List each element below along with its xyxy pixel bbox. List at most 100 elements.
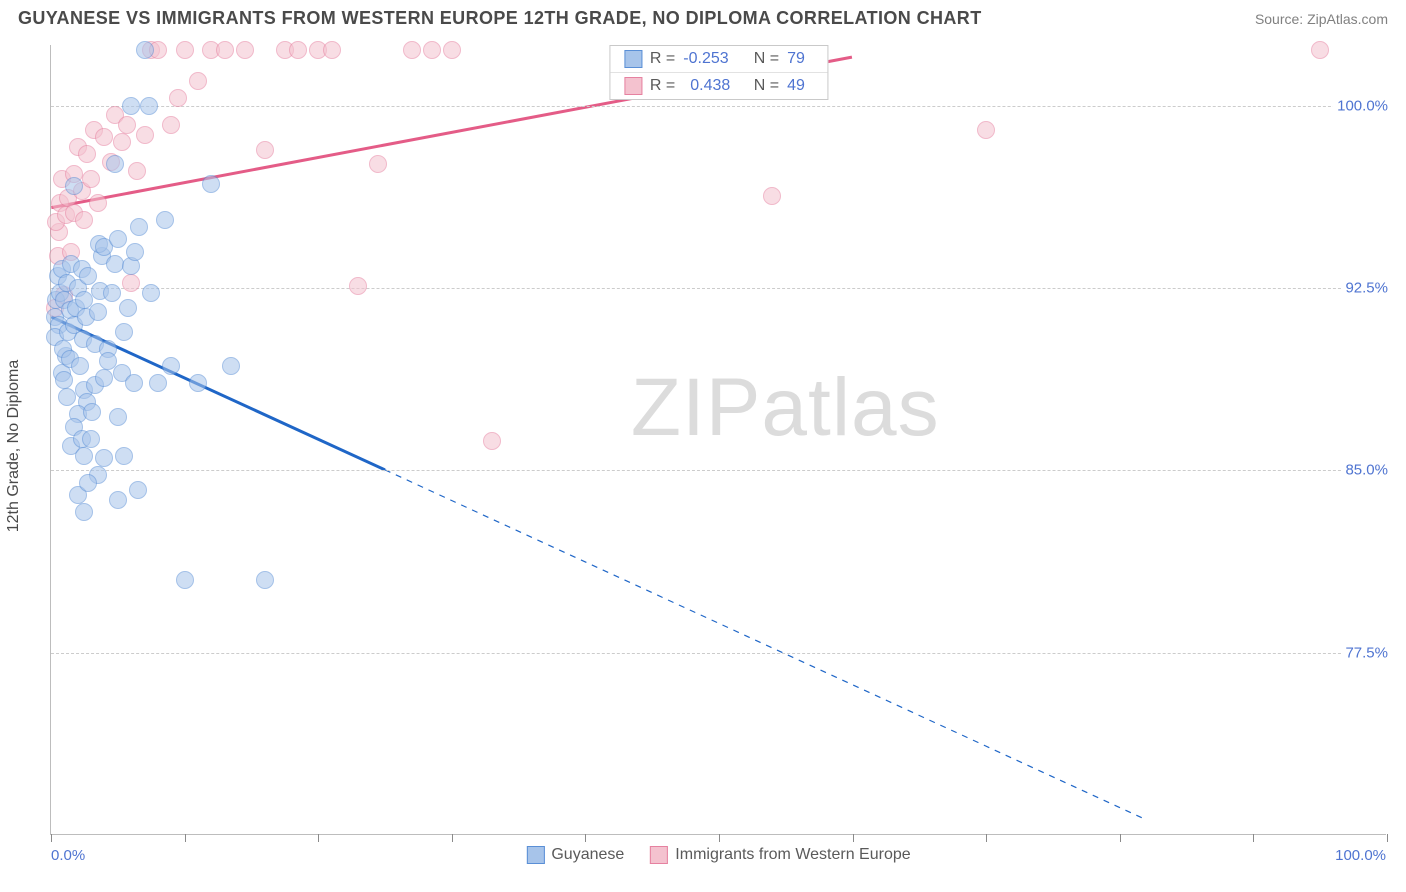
point-blue — [129, 481, 147, 499]
x-tick — [986, 834, 987, 842]
legend-label-blue: Guyanese — [551, 846, 624, 864]
point-blue — [156, 211, 174, 229]
point-blue — [109, 491, 127, 509]
point-pink — [1311, 41, 1329, 59]
point-blue — [140, 97, 158, 115]
point-pink — [977, 121, 995, 139]
corr-r-label: R = — [650, 77, 675, 95]
gridline-h — [51, 470, 1386, 471]
point-pink — [323, 41, 341, 59]
point-pink — [122, 274, 140, 292]
corr-n-label: N = — [749, 77, 779, 95]
point-pink — [75, 211, 93, 229]
y-tick-label: 92.5% — [1341, 280, 1388, 297]
point-blue — [202, 175, 220, 193]
point-blue — [125, 374, 143, 392]
point-blue — [222, 357, 240, 375]
x-tick — [51, 834, 52, 842]
point-pink — [443, 41, 461, 59]
watermark-rest: atlas — [761, 362, 939, 453]
point-blue — [142, 284, 160, 302]
point-pink — [423, 41, 441, 59]
point-pink — [483, 432, 501, 450]
swatch-pink — [624, 77, 642, 95]
point-blue — [115, 323, 133, 341]
point-blue — [75, 447, 93, 465]
x-tick — [1387, 834, 1388, 842]
corr-r-blue: -0.253 — [683, 50, 741, 68]
x-tick — [585, 834, 586, 842]
point-blue — [58, 388, 76, 406]
point-blue — [109, 230, 127, 248]
swatch-blue — [526, 846, 544, 864]
point-blue — [109, 408, 127, 426]
x-tick — [853, 834, 854, 842]
point-pink — [176, 41, 194, 59]
point-pink — [162, 116, 180, 134]
y-tick-label: 100.0% — [1333, 97, 1388, 114]
y-axis-label: 12th Grade, No Diploma — [5, 360, 23, 533]
chart-title: GUYANESE VS IMMIGRANTS FROM WESTERN EURO… — [18, 8, 982, 29]
point-blue — [71, 357, 89, 375]
corr-r-pink: 0.438 — [683, 77, 741, 95]
point-blue — [126, 243, 144, 261]
legend-item-blue: Guyanese — [526, 846, 624, 864]
point-pink — [236, 41, 254, 59]
point-blue — [55, 371, 73, 389]
y-tick-label: 77.5% — [1341, 644, 1388, 661]
gridline-h — [51, 288, 1386, 289]
point-pink — [95, 128, 113, 146]
legend-label-pink: Immigrants from Western Europe — [675, 846, 910, 864]
chart-header: GUYANESE VS IMMIGRANTS FROM WESTERN EURO… — [0, 0, 1406, 33]
point-blue — [122, 97, 140, 115]
point-pink — [763, 187, 781, 205]
point-blue — [130, 218, 148, 236]
point-pink — [169, 89, 187, 107]
point-blue — [119, 299, 137, 317]
point-blue — [115, 447, 133, 465]
corr-n-pink: 49 — [787, 77, 813, 95]
x-tick-max: 100.0% — [1335, 847, 1386, 864]
point-blue — [106, 155, 124, 173]
point-pink — [113, 133, 131, 151]
correlation-legend: R = -0.253 N = 79 R = 0.438 N = 49 — [609, 45, 828, 100]
correlation-row-pink: R = 0.438 N = 49 — [610, 72, 827, 99]
corr-r-label: R = — [650, 50, 675, 68]
point-blue — [83, 403, 101, 421]
point-blue — [95, 369, 113, 387]
point-pink — [189, 72, 207, 90]
x-tick — [719, 834, 720, 842]
swatch-pink — [650, 846, 668, 864]
point-pink — [403, 41, 421, 59]
trend-lines-layer — [51, 45, 1386, 834]
watermark: ZIPatlas — [631, 361, 940, 455]
x-tick — [318, 834, 319, 842]
x-tick — [1120, 834, 1121, 842]
point-pink — [216, 41, 234, 59]
point-blue — [103, 284, 121, 302]
point-pink — [118, 116, 136, 134]
legend-bottom: Guyanese Immigrants from Western Europe — [526, 846, 910, 864]
point-pink — [256, 141, 274, 159]
point-blue — [82, 430, 100, 448]
swatch-blue — [624, 50, 642, 68]
x-tick-min: 0.0% — [51, 847, 85, 864]
gridline-h — [51, 106, 1386, 107]
point-blue — [176, 571, 194, 589]
point-pink — [89, 194, 107, 212]
chart-plot-area: ZIPatlas R = -0.253 N = 79 R = 0.438 N =… — [50, 45, 1386, 835]
y-tick-label: 85.0% — [1341, 462, 1388, 479]
point-blue — [162, 357, 180, 375]
point-blue — [136, 41, 154, 59]
point-blue — [95, 449, 113, 467]
point-blue — [149, 374, 167, 392]
point-pink — [82, 170, 100, 188]
chart-source: Source: ZipAtlas.com — [1255, 11, 1388, 27]
point-pink — [289, 41, 307, 59]
point-blue — [65, 177, 83, 195]
point-pink — [136, 126, 154, 144]
point-blue — [79, 474, 97, 492]
x-tick — [1253, 834, 1254, 842]
point-blue — [189, 374, 207, 392]
point-pink — [128, 162, 146, 180]
